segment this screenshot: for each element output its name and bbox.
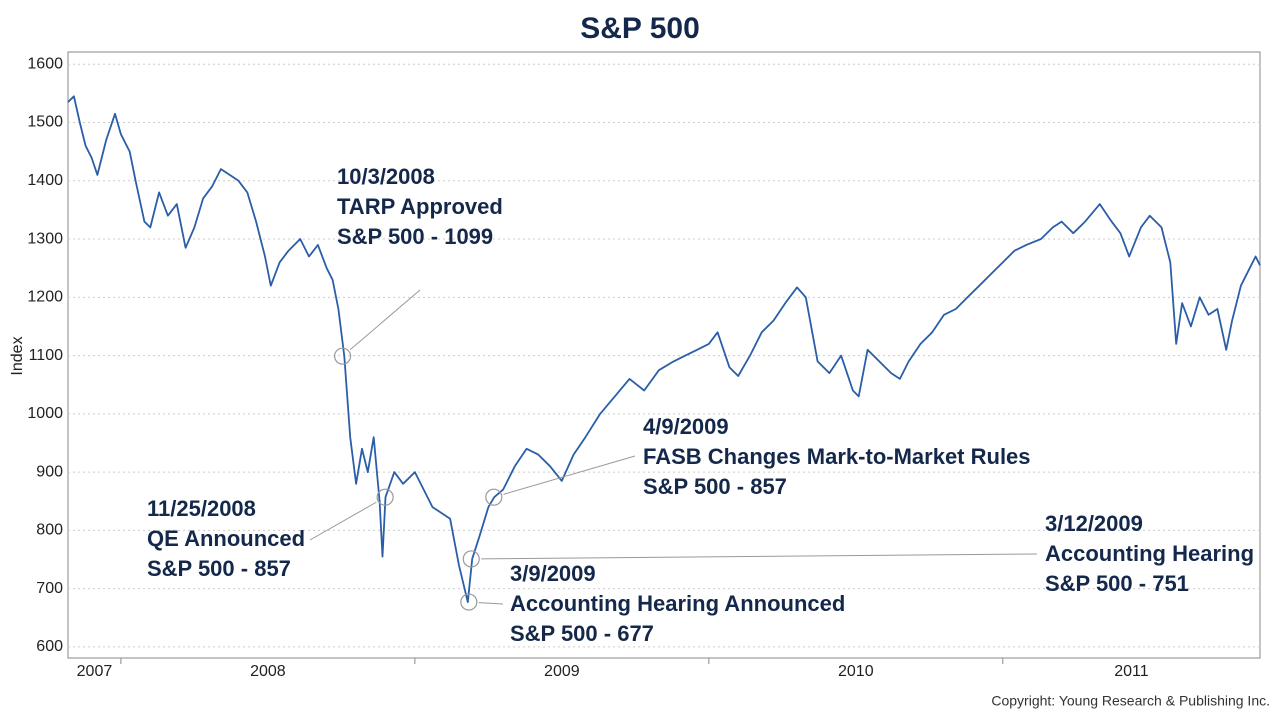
annotation-date: 10/3/2008 [337, 164, 435, 189]
annotation-leader [309, 501, 377, 541]
annotation-leader [349, 289, 421, 351]
y-tick-label: 1000 [27, 405, 63, 422]
annotation-marker [333, 347, 352, 365]
annotation-label: S&P 500 - 1099 [337, 224, 493, 249]
y-axis-label: Index [9, 336, 26, 375]
y-tick-label: 600 [36, 638, 63, 655]
annotation-label: S&P 500 - 677 [510, 621, 654, 646]
annotation-leader [481, 553, 1038, 560]
annotation-leader [503, 455, 636, 495]
annotation-marker [376, 488, 394, 506]
annotation-date: 3/12/2009 [1045, 511, 1143, 536]
annotation-marker [462, 550, 480, 568]
plot-area [67, 51, 1261, 659]
annotation-marker [460, 593, 478, 611]
annotation-date: 4/9/2009 [643, 414, 729, 439]
annotation-text: Accounting Hearing Announced [510, 591, 845, 616]
annotation-label: S&P 500 - 751 [1045, 571, 1189, 596]
x-tick-label: 2009 [544, 663, 580, 680]
annotation-text: QE Announced [147, 526, 305, 551]
annotation-text: FASB Changes Mark-to-Market Rules [643, 444, 1031, 469]
y-tick-label: 900 [36, 463, 63, 480]
annotation-date: 11/25/2008 [147, 496, 256, 521]
x-tick-label: 2007 [77, 663, 113, 680]
y-tick-label: 1600 [27, 55, 63, 72]
y-tick-label: 1500 [27, 114, 63, 131]
annotation-text: TARP Approved [337, 194, 503, 219]
y-tick-label: 1100 [29, 347, 64, 364]
line-series [67, 95, 1261, 603]
y-tick-label: 1400 [27, 172, 63, 189]
y-tick-label: 800 [36, 522, 63, 539]
y-tick-label: 700 [36, 580, 63, 597]
y-tick-label: 1200 [27, 289, 63, 306]
annotation-label: S&P 500 - 857 [643, 474, 787, 499]
annotation-leader [478, 602, 504, 605]
y-tick-label: 1300 [27, 230, 63, 247]
annotation-marker [485, 488, 503, 506]
copyright: Copyright: Young Research & Publishing I… [991, 693, 1270, 709]
annotation-date: 3/9/2009 [510, 561, 596, 586]
x-tick-label: 2011 [1114, 663, 1149, 680]
annotation-text: Accounting Hearing [1045, 541, 1254, 566]
x-tick-label: 2010 [838, 663, 874, 680]
chart-title: S&P 500 [580, 12, 700, 45]
x-tick-label: 2008 [250, 663, 286, 680]
annotation-label: S&P 500 - 857 [147, 556, 291, 581]
